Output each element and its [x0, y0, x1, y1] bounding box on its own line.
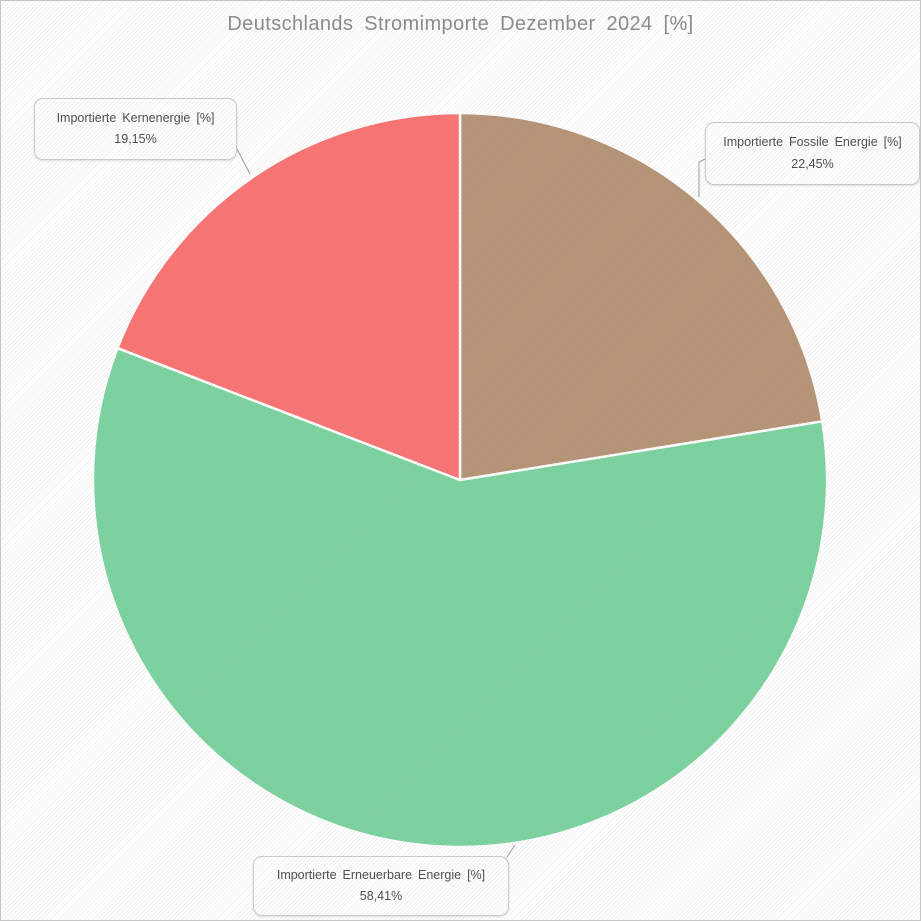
chart-title: Deutschlands Stromimporte Dezember 2024 … — [227, 13, 694, 35]
connector-erneuerbare-line — [506, 844, 516, 858]
label-box-kernenergie: Importierte Kernenergie [%] 19,15% — [34, 98, 237, 160]
label-fossile-value: 22,45% — [791, 156, 834, 171]
pie-slices-group — [91, 111, 829, 849]
label-kernenergie-value: 19,15% — [114, 132, 157, 146]
connector-kernenergie-line — [236, 148, 251, 175]
pie-slice-fossile[interactable] — [458, 111, 824, 482]
label-fossile-name: Importierte Fossile Energie [%] — [723, 135, 902, 150]
label-box-erneuerbare: Importierte Erneuerbare Energie [%] 58,4… — [253, 856, 509, 916]
label-erneuerbare-value: 58,41% — [359, 889, 403, 903]
label-connectors — [236, 148, 706, 858]
connector-fossile-line — [698, 158, 706, 197]
label-box-fossile: Importierte Fossile Energie [%] 22,45% — [705, 122, 920, 185]
pie-slice-kernenergie[interactable] — [116, 111, 462, 482]
label-erneuerbare-name: Importierte Erneuerbare Energie [%] — [276, 867, 486, 882]
pie-slice-erneuerbare[interactable] — [91, 346, 829, 849]
label-kernenergie-name: Importierte Kernenergie [%] — [56, 110, 215, 125]
